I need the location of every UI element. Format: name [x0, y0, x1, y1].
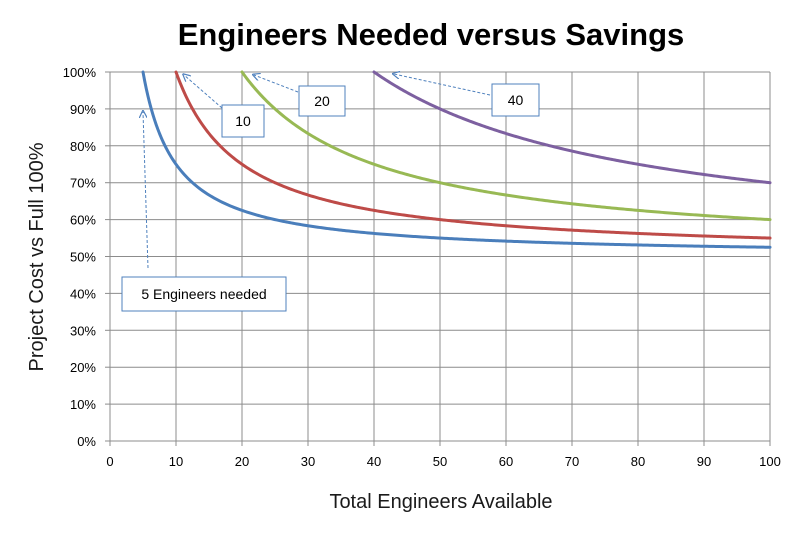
series-line-10 — [174, 70, 772, 240]
x-tick-label: 100 — [759, 454, 781, 469]
callout-box — [298, 85, 346, 117]
tick-labels: 0 10 20 30 40 50 60 70 80 90 100 0% 10% 20% 30% 40% 50% 6… — [63, 65, 781, 469]
y-tick-label: 30% — [70, 323, 96, 338]
x-tick-label: 30 — [301, 454, 315, 469]
callout-label: 20 — [314, 93, 330, 109]
y-tick-label: 10% — [70, 397, 96, 412]
y-tick-label: 20% — [70, 360, 96, 375]
x-tick-label: 50 — [433, 454, 447, 469]
callout-label: 40 — [508, 92, 524, 108]
callout-box — [221, 104, 265, 138]
y-tick-label: 80% — [70, 139, 96, 154]
callout-label: 10 — [235, 113, 251, 129]
x-axis-title: Total Engineers Available — [329, 491, 552, 513]
y-tick-label: 50% — [70, 250, 96, 265]
series-line-40 — [372, 70, 772, 185]
series-line-5 — [141, 70, 772, 249]
y-axis-title: Project Cost vs Full 100% — [26, 142, 48, 371]
series-lines — [141, 70, 772, 249]
x-tick-label: 80 — [631, 454, 645, 469]
x-tick-label: 60 — [499, 454, 513, 469]
callout-arrow — [184, 75, 223, 109]
x-tick-label: 0 — [106, 454, 113, 469]
x-tick-label: 10 — [169, 454, 183, 469]
y-tick-label: 0% — [77, 434, 96, 449]
x-tick-label: 20 — [235, 454, 249, 469]
y-tick-label: 60% — [70, 213, 96, 228]
x-tick-label: 90 — [697, 454, 711, 469]
callout-arrow — [394, 74, 491, 96]
x-tick-label: 40 — [367, 454, 381, 469]
callout-label: 5 Engineers needed — [141, 286, 266, 302]
y-tick-label: 40% — [70, 286, 96, 301]
callout-arrow — [254, 75, 299, 93]
y-tick-label: 90% — [70, 102, 96, 117]
chart-title: Engineers Needed versus Savings — [178, 17, 685, 52]
y-tick-label: 70% — [70, 176, 96, 191]
callouts: 5 Engineers needed 10 20 40 — [121, 74, 540, 312]
x-tick-label: 70 — [565, 454, 579, 469]
callout-arrow — [143, 112, 149, 269]
series-line-20 — [240, 70, 772, 222]
y-tick-label: 100% — [63, 65, 97, 80]
callout-box — [491, 83, 540, 117]
callout-box — [121, 276, 287, 312]
